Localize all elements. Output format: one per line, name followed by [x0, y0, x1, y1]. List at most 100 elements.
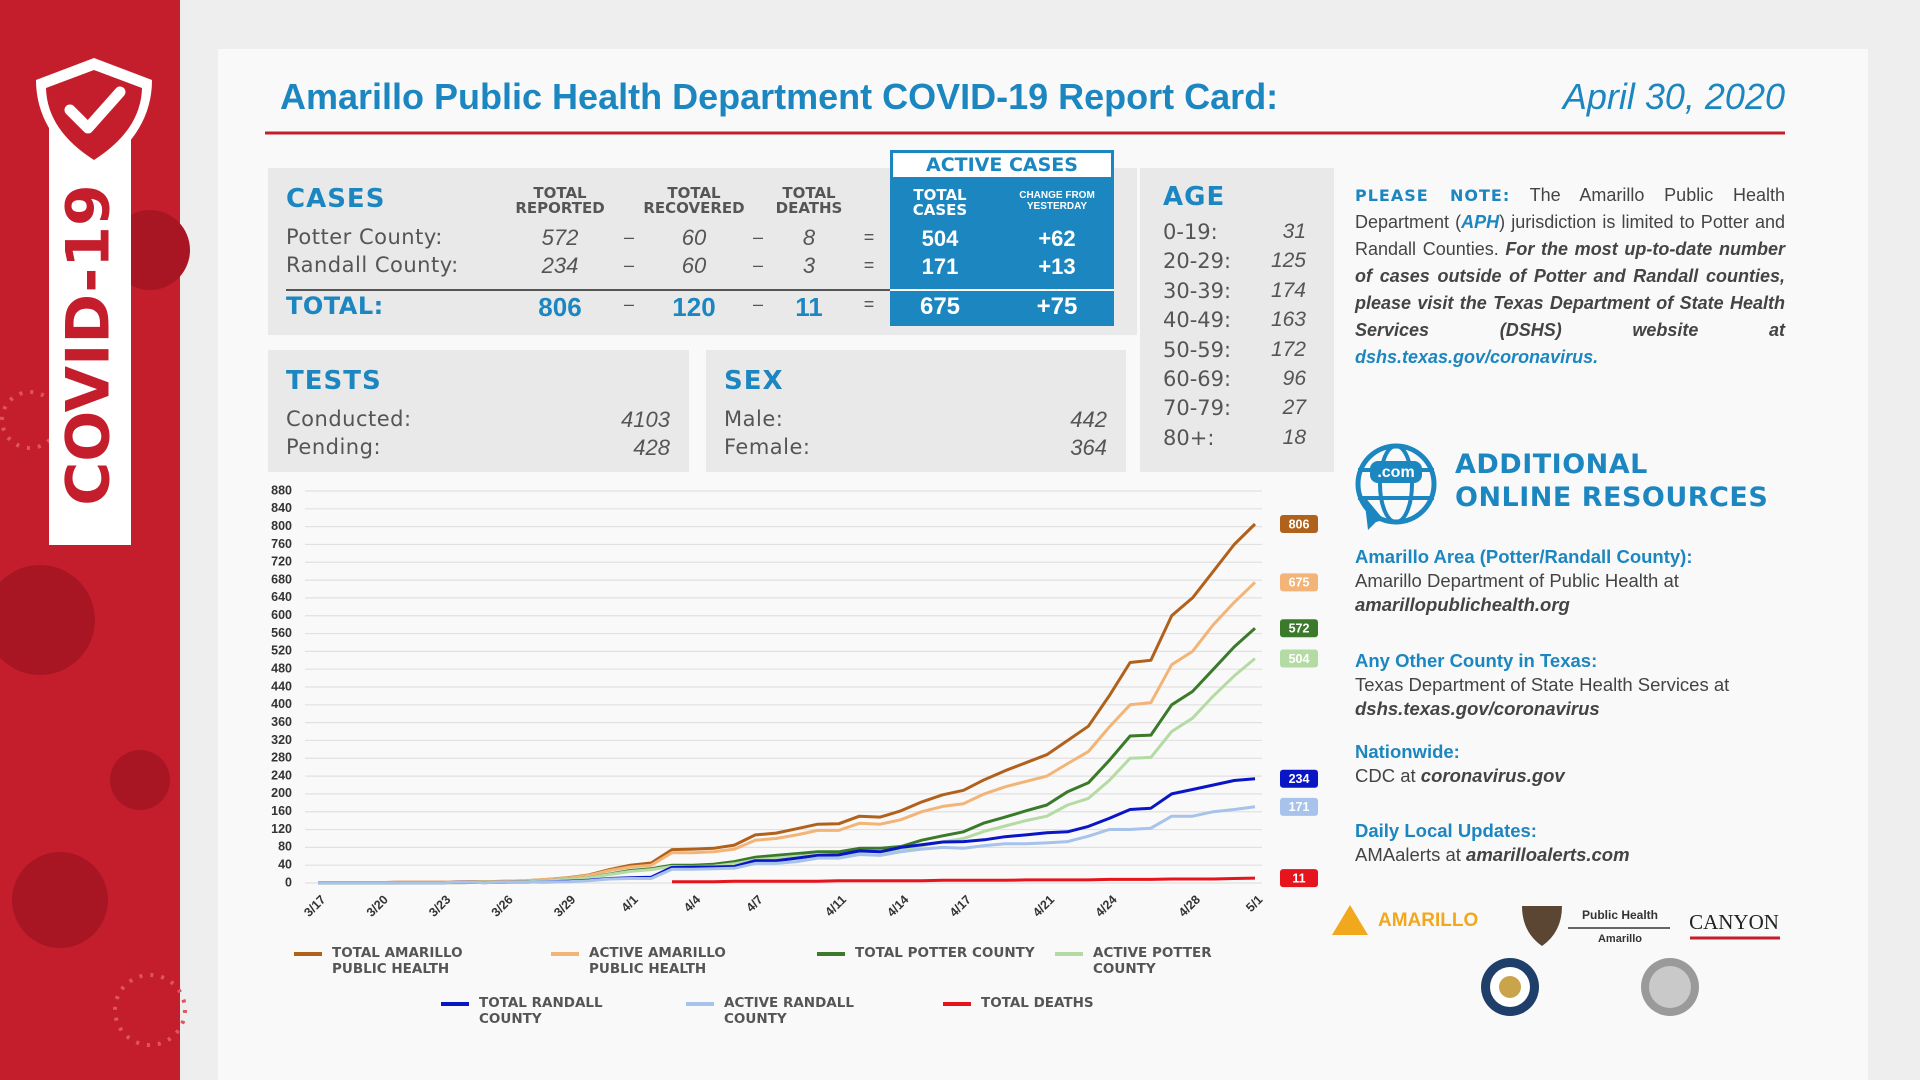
case-count: 11	[795, 292, 823, 322]
decoration	[113, 973, 187, 1047]
resource-link[interactable]: coronavirus.gov	[1420, 765, 1565, 786]
y-tick-label: 640	[271, 590, 292, 604]
series-line	[318, 805, 1256, 885]
resource: Daily Local Updates: AMAalerts at amarill…	[1355, 819, 1785, 867]
tests-label: Conducted:	[286, 407, 412, 431]
resource: Nationwide: CDC at coronavirus.gov	[1355, 740, 1785, 788]
legend-swatch	[551, 952, 579, 956]
age-count: 27	[1282, 396, 1306, 420]
resource-link[interactable]: amarillopublichealth.org	[1355, 594, 1570, 615]
x-tick-label: 4/4	[681, 893, 703, 915]
resource-heading: Daily Local Updates:	[1355, 820, 1537, 841]
sex-count: 364	[1070, 435, 1107, 460]
operator: –	[623, 255, 634, 275]
case-count: 120	[672, 292, 716, 322]
end-label: 504	[1289, 652, 1310, 666]
x-tick-label: 4/21	[1030, 893, 1057, 920]
county-label: Potter County:	[286, 225, 443, 249]
legend-item: TOTAL AMARILLO PUBLIC HEALTH	[294, 945, 512, 977]
age-box	[1140, 168, 1334, 472]
age-count: 172	[1270, 337, 1306, 361]
operator: –	[752, 294, 763, 314]
legend-item: TOTAL RANDALL COUNTY	[441, 995, 659, 1027]
header: Amarillo Public Health Department COVID-…	[280, 76, 1785, 118]
y-tick-label: 0	[285, 875, 292, 889]
age-count: 31	[1282, 220, 1306, 243]
y-tick-label: 240	[271, 768, 292, 782]
end-label: 675	[1289, 576, 1310, 590]
note-emphasis: For the most up-to-date number of cases …	[1355, 239, 1785, 340]
resource-link[interactable]: amarilloalerts.com	[1466, 844, 1630, 865]
x-tick-label: 4/28	[1176, 893, 1203, 920]
legend-label: ACTIVE AMARILLO PUBLIC HEALTH	[589, 945, 726, 977]
sidebar-strip	[49, 128, 131, 545]
note-text: ) jurisdiction is limited to Potter and …	[1355, 212, 1785, 259]
legend-swatch	[817, 952, 845, 956]
case-count: 3	[802, 253, 816, 278]
sidebar-label: COVID-19	[54, 184, 124, 506]
x-tick-label: 4/24	[1093, 893, 1120, 920]
series-line	[318, 581, 1257, 885]
public-health-city: Amarillo	[1598, 933, 1642, 945]
x-tick-label: 4/14	[884, 893, 911, 920]
canyon-logo: CANYON	[1689, 910, 1779, 934]
sex-box	[706, 350, 1126, 472]
note-link[interactable]: dshs.texas.gov/coronavirus.	[1355, 347, 1599, 367]
age-count: 174	[1270, 278, 1306, 302]
legend-label: ACTIVE RANDALL COUNTY	[724, 995, 854, 1027]
y-tick-label: 880	[271, 483, 292, 497]
public-health-text: Public Health	[1582, 908, 1658, 922]
resource-description: Amarillo Department of Public Health at	[1355, 570, 1679, 591]
y-tick-label: 520	[271, 644, 292, 658]
title: Amarillo Public Health Department COVID-…	[280, 76, 1279, 117]
resource-heading: Any Other County in Texas:	[1355, 650, 1598, 671]
legend-item: ACTIVE AMARILLO PUBLIC HEALTH	[551, 945, 769, 977]
amarillo-logo	[1332, 905, 1368, 935]
series-line	[318, 627, 1257, 885]
end-label-box	[1280, 769, 1318, 788]
column-head: TOTAL REPORTED	[515, 184, 605, 217]
resource-link[interactable]: dshs.texas.gov/coronavirus	[1355, 698, 1600, 719]
x-tick-label: 3/20	[364, 893, 391, 920]
x-tick-label: 3/23	[426, 893, 453, 920]
end-label: 234	[1289, 772, 1310, 786]
resource-description: Texas Department of State Health Service…	[1355, 674, 1730, 695]
y-tick-label: 680	[271, 572, 292, 586]
note-text: The Amarillo Public Health Department (	[1355, 185, 1785, 232]
operator: =	[863, 227, 875, 247]
note-abbr: APH	[1461, 212, 1500, 232]
legend-swatch	[294, 952, 322, 956]
resource-heading: Nationwide:	[1355, 741, 1460, 762]
tests-label: Pending:	[286, 435, 382, 459]
check-icon	[64, 86, 126, 134]
case-count: 60	[681, 253, 707, 278]
active-count: 171	[921, 254, 959, 279]
legend-swatch	[1055, 952, 1083, 956]
end-label-box	[1280, 869, 1318, 888]
column-head: TOTAL RECOVERED	[643, 184, 745, 217]
tests-box	[268, 350, 689, 472]
sex-title: SEX	[724, 366, 784, 396]
age-title: AGE	[1163, 182, 1226, 212]
potter-seal	[1499, 976, 1521, 998]
globe	[1378, 444, 1414, 524]
resource-description: AMAalerts at	[1355, 844, 1461, 865]
age-count: 125	[1270, 249, 1306, 273]
operator: –	[752, 255, 763, 275]
cases-divider	[286, 289, 890, 291]
y-tick-label: 120	[271, 822, 292, 836]
resource-text: AMAalerts at amarilloalerts.com	[1355, 843, 1785, 867]
decoration	[12, 852, 108, 948]
active-count: +75	[1036, 293, 1078, 320]
x-tick-label: 3/29	[551, 893, 578, 920]
end-label-box	[1280, 619, 1318, 638]
sex-label: Female:	[724, 435, 811, 459]
age-group: 20-29:	[1163, 249, 1232, 274]
resource: Any Other County in Texas: Texas Departme…	[1355, 649, 1785, 721]
active-title: ACTIVE CASES	[890, 150, 1114, 180]
age-group: 60-69:	[1163, 367, 1232, 391]
age-group: 70-79:	[1163, 396, 1232, 421]
x-tick-label: 4/17	[947, 893, 974, 920]
end-label: 11	[1292, 871, 1305, 885]
